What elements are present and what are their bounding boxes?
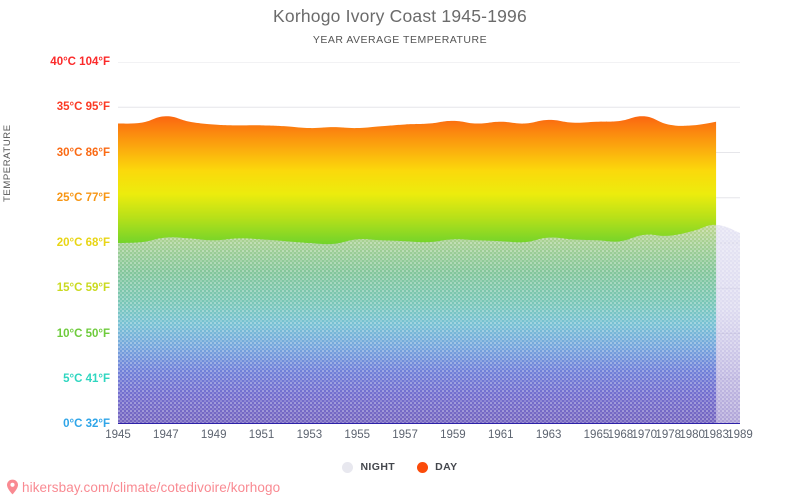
- page-title: Korhogo Ivory Coast 1945-1996: [273, 6, 527, 26]
- x-tick-label: 1957: [392, 429, 418, 441]
- y-tick-label: 35°C 95°F: [56, 101, 110, 114]
- x-tick-label: 1947: [153, 429, 179, 441]
- y-tick-label: 10°C 50°F: [56, 327, 110, 340]
- x-tick-label: 1953: [296, 429, 323, 441]
- y-tick-label: 5°C 41°F: [63, 372, 110, 385]
- y-tick-label: 0°C 32°F: [63, 418, 110, 430]
- y-tick-label: 15°C 59°F: [56, 282, 110, 295]
- legend-item-day[interactable]: DAY: [417, 461, 457, 473]
- x-tick-label: 1963: [535, 429, 562, 441]
- map-pin-icon: [7, 479, 18, 495]
- night-area: [118, 224, 740, 424]
- x-tick-label: 1955: [344, 429, 371, 441]
- plot-area: [118, 62, 740, 424]
- x-tick-label: 1961: [487, 429, 514, 441]
- x-tick-label: 1965: [583, 429, 610, 441]
- source-watermark[interactable]: hikersbay.com/climate/cotedivoire/korhog…: [6, 479, 280, 495]
- day-swatch-icon: [417, 461, 429, 473]
- x-tick-label: 1983: [703, 429, 729, 441]
- chart-subtitle: YEAR AVERAGE TEMPERATURE: [312, 34, 488, 46]
- x-tick-label: 1959: [440, 429, 466, 441]
- x-tick-label: 1945: [105, 429, 131, 441]
- x-tick-label: 1989: [727, 429, 753, 441]
- chart-canvas: [118, 62, 740, 424]
- x-tick-label: 1968: [607, 429, 634, 441]
- legend-item-night[interactable]: NIGHT: [342, 461, 395, 473]
- x-tick-label: 1980: [679, 429, 705, 441]
- x-tick-label: 1978: [655, 429, 682, 441]
- x-tick-label: 1949: [200, 429, 227, 441]
- y-tick-label: 25°C 77°F: [56, 191, 110, 204]
- chart-legend: NIGHT DAY: [0, 461, 800, 473]
- y-tick-label: 20°C 68°F: [56, 237, 110, 249]
- legend-label-night: NIGHT: [360, 461, 396, 473]
- y-tick-label: 30°C 86°F: [56, 146, 110, 159]
- y-axis-tick-labels: 40°C 104°F 35°C 95°F 30°C 86°F 25°C 77°F 20°…: [18, 0, 110, 500]
- x-tick-label: 1970: [631, 429, 658, 441]
- night-swatch-icon: [342, 461, 354, 473]
- legend-label-day: DAY: [435, 461, 458, 473]
- source-url: hikersbay.com/climate/cotedivoire/korhog…: [22, 479, 281, 495]
- x-tick-label: 1951: [248, 429, 275, 441]
- y-tick-label: 40°C 104°F: [50, 56, 110, 68]
